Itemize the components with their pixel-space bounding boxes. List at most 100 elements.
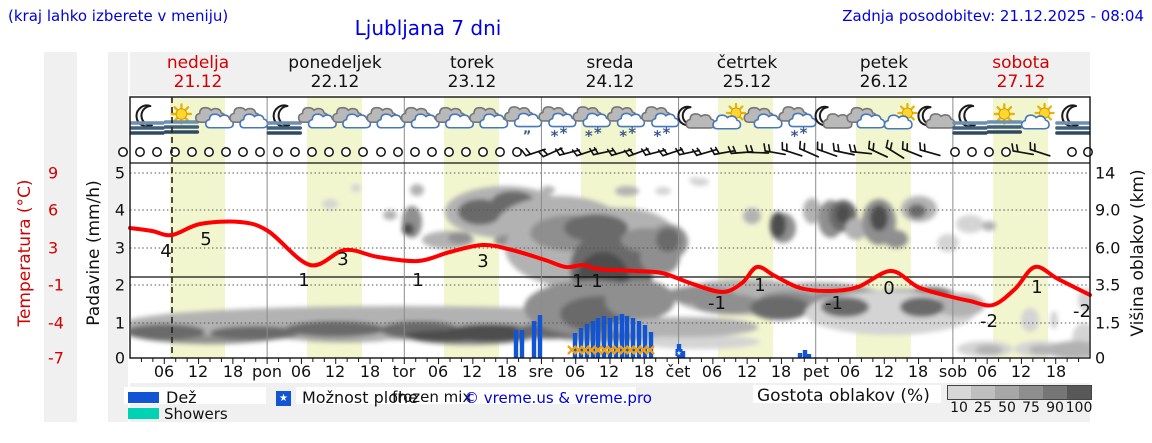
legend-chip-chance bbox=[296, 387, 636, 404]
wind-calm-icon bbox=[410, 147, 420, 157]
day-header-nedelja: nedelja 21.12 bbox=[133, 54, 263, 92]
x-tick-12: 12 bbox=[461, 362, 483, 381]
cloudy-icon bbox=[229, 106, 269, 129]
wind-calm-icon bbox=[204, 147, 214, 157]
snow-cloud-icon: * * bbox=[606, 106, 646, 145]
day-header-petek: petek 26.12 bbox=[819, 54, 949, 92]
wind-barb-icon bbox=[763, 143, 787, 156]
temp-tick: -7 bbox=[48, 348, 64, 368]
chance-marker: ★ bbox=[675, 349, 683, 357]
x-tick-12: 12 bbox=[187, 362, 209, 381]
wind-calm-icon bbox=[238, 147, 248, 157]
wind-barb-icon bbox=[606, 147, 633, 157]
temp-value: -1 bbox=[708, 293, 726, 314]
cloud-tick: 9.0 bbox=[1095, 200, 1121, 220]
temp-value: 0 bbox=[883, 278, 894, 299]
colorbar-seg-90 bbox=[1043, 385, 1067, 400]
precip-tick: 5 bbox=[114, 163, 125, 183]
cloudy-icon bbox=[194, 106, 235, 129]
snow-cloud-icon: * * bbox=[572, 106, 611, 145]
frozen-mix-marks bbox=[567, 345, 655, 355]
x-tick-18: 18 bbox=[633, 362, 655, 381]
temp-tick: -4 bbox=[48, 313, 64, 333]
wind-barb-icon bbox=[832, 142, 855, 156]
cloud-tick: 3.5 bbox=[1095, 275, 1121, 295]
drizzle-cloud-icon: „ bbox=[504, 106, 543, 137]
svg-text:*: * bbox=[791, 127, 799, 145]
x-tick-sob: sob bbox=[938, 362, 968, 381]
day-header-četrtek: četrtek 25.12 bbox=[682, 54, 812, 92]
day-header-sreda: sreda 24.12 bbox=[545, 54, 675, 92]
svg-text:★: ★ bbox=[676, 350, 681, 357]
day-date: 25.12 bbox=[722, 72, 772, 92]
temp-tick: 6 bbox=[48, 200, 59, 220]
x-tick-06: 06 bbox=[564, 362, 586, 381]
night-cloud-icon bbox=[917, 105, 956, 129]
svg-text:*: * bbox=[594, 124, 602, 142]
colorbar-tick: 90 bbox=[1046, 400, 1064, 416]
copyright-link[interactable]: © vreme.us & vreme.pro bbox=[464, 389, 652, 407]
snow-cloud-icon: * * bbox=[641, 106, 680, 145]
temp-tick: 3 bbox=[48, 238, 59, 258]
colorbar-seg-50 bbox=[995, 385, 1019, 400]
wind-calm-icon bbox=[307, 147, 317, 157]
cloud-tick: 1.5 bbox=[1095, 313, 1121, 333]
colorbar-tick: 75 bbox=[1022, 400, 1040, 416]
wind-barb-icon bbox=[554, 147, 581, 156]
wind-barb-icon bbox=[1011, 143, 1035, 156]
x-tick-06: 06 bbox=[976, 362, 998, 381]
day-name: ponedeljek bbox=[288, 53, 382, 73]
legend-showers-label: Showers bbox=[164, 405, 228, 423]
sun-fog-icon bbox=[986, 103, 1022, 134]
x-tick-12: 12 bbox=[1010, 362, 1032, 381]
colorbar-seg-75 bbox=[1019, 385, 1043, 400]
cloudy-icon bbox=[743, 106, 783, 129]
wind-calm-icon bbox=[358, 147, 368, 157]
legend-chip-cover bbox=[753, 385, 941, 403]
partly-sunny-icon bbox=[712, 102, 747, 130]
wind-barb-icon bbox=[571, 147, 597, 157]
temp-value: -1 bbox=[825, 293, 843, 314]
day-name: torek bbox=[450, 53, 494, 73]
day-date: 26.12 bbox=[859, 72, 909, 92]
wind-barb-icon bbox=[848, 143, 873, 155]
x-tick-06: 06 bbox=[153, 362, 175, 381]
precip-tick: 0 bbox=[114, 348, 125, 368]
menu-hint: (kraj lahko izberete v meniju) bbox=[8, 7, 229, 25]
wind-barb-icon bbox=[867, 140, 889, 158]
showers-swatch bbox=[128, 408, 159, 419]
wind-calm-icon bbox=[444, 147, 454, 157]
wind-calm-icon bbox=[221, 147, 231, 157]
gridlines bbox=[130, 97, 1090, 358]
day-date: 27.12 bbox=[996, 72, 1046, 92]
colorbar-seg-100 bbox=[1067, 385, 1092, 400]
precip-tick: 4 bbox=[114, 200, 125, 220]
day-header-ponedeljek: ponedeljek 22.12 bbox=[270, 54, 400, 92]
wind-barb-icon bbox=[537, 147, 563, 158]
legend-chance-label: Možnost plohe bbox=[302, 388, 418, 407]
precip-tick: 1 bbox=[114, 313, 125, 333]
wind-calm-icon bbox=[393, 147, 403, 157]
legend-cloud-cover-label: Gostota oblakov (%) bbox=[757, 386, 930, 406]
day-date: 23.12 bbox=[447, 72, 497, 92]
wind-calm-icon bbox=[187, 147, 197, 157]
temp-tick: 9 bbox=[48, 163, 59, 183]
temp-value: -2 bbox=[980, 311, 998, 332]
temp-value: 1 bbox=[1031, 277, 1042, 298]
x-tick-12: 12 bbox=[736, 362, 758, 381]
legend-frozen-label: frozen mix bbox=[392, 388, 472, 406]
cloudy-icon bbox=[469, 106, 509, 129]
sun-fog-icon bbox=[163, 103, 200, 134]
cloud-tick: 6.0 bbox=[1095, 238, 1121, 258]
wind-barb-icon bbox=[885, 139, 905, 159]
wind-calm-icon bbox=[255, 147, 265, 157]
wind-calm-icon bbox=[512, 147, 522, 157]
partly-sunny-icon bbox=[1020, 102, 1055, 130]
snow-cloud-icon: * * bbox=[538, 106, 577, 145]
night-fog-icon bbox=[952, 104, 988, 135]
x-tick-12: 12 bbox=[324, 362, 346, 381]
left-strip-temp bbox=[44, 52, 77, 422]
